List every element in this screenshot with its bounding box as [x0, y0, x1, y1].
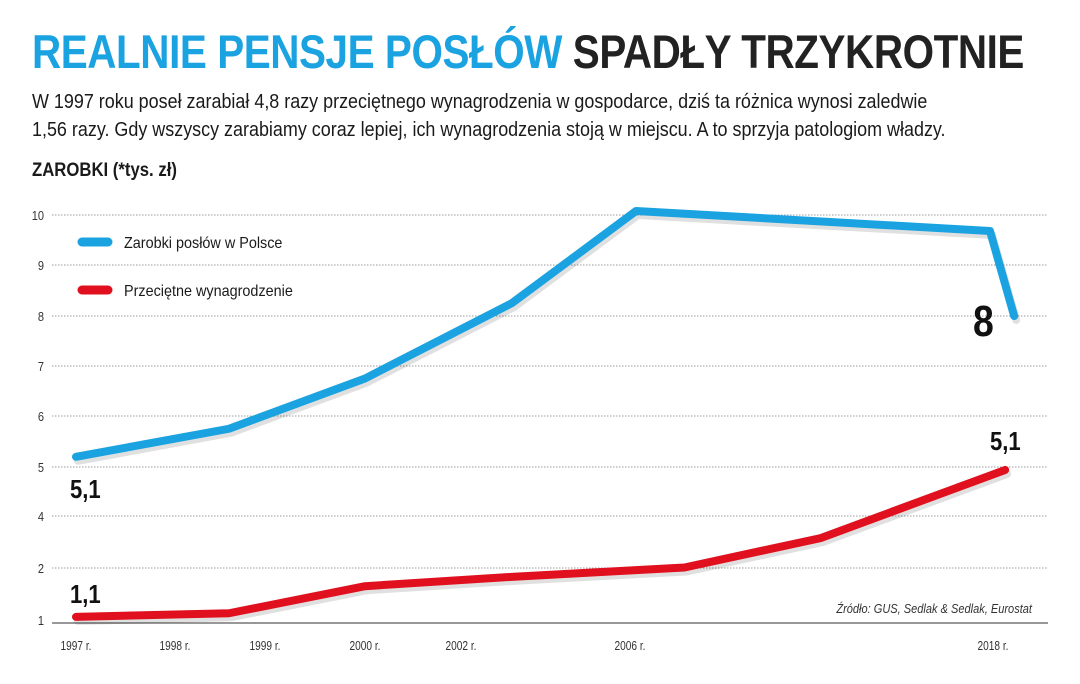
- y-tick-label: 1: [38, 613, 44, 628]
- series-shadow: [74, 469, 1012, 625]
- legend-label: Przeciętne wynagrodzenie: [124, 282, 293, 300]
- y-tick-label: 8: [38, 309, 44, 324]
- y-tick-label: 2: [38, 561, 44, 576]
- title-rest: SPADŁY TRZYKROTNIE: [572, 25, 1025, 78]
- data-label: 5,1: [990, 427, 1021, 456]
- x-tick-label: 2006 r.: [615, 639, 646, 653]
- series-line-1: [72, 465, 1010, 621]
- data-label: 5,1: [70, 475, 101, 504]
- subtitle-line: W 1997 roku poseł zarabiał 4,8 razy prze…: [32, 90, 928, 113]
- data-label: 8: [973, 296, 994, 346]
- y-tick-label: 9: [38, 258, 44, 273]
- x-tick-label: 1997 r.: [61, 639, 92, 653]
- x-tick-label: 1999 r.: [250, 639, 281, 653]
- x-tick-label: 2002 r.: [446, 639, 477, 653]
- x-tick-label: 1998 r.: [160, 639, 191, 653]
- subtitle-line: 1,56 razy. Gdy wszyscy zarabiamy coraz l…: [32, 118, 946, 141]
- subtitle: W 1997 roku poseł zarabiał 4,8 razy prze…: [32, 88, 1047, 144]
- x-tick-label: 2000 r.: [350, 639, 381, 653]
- y-tick-label: 4: [38, 509, 44, 524]
- title-highlight: REALNIE PENSJE POSŁÓW: [32, 25, 563, 78]
- y-tick-label: 6: [38, 409, 44, 424]
- source-note: Źródło: GUS, Sedlak & Sedlak, Eurostat: [835, 600, 1032, 616]
- page-title: REALNIE PENSJE POSŁÓW SPADŁY TRZYKROTNIE: [32, 24, 1024, 79]
- y-tick-label: 5: [38, 460, 44, 475]
- data-label: 1,1: [70, 580, 101, 609]
- y-tick-label: 7: [38, 359, 44, 374]
- legend-label: Zarobki posłów w Polsce: [124, 234, 282, 252]
- y-tick-label: 10: [32, 208, 45, 223]
- y-axis-label: ZAROBKI (*tys. zł): [32, 160, 177, 181]
- x-tick-label: 2018 r.: [978, 639, 1009, 653]
